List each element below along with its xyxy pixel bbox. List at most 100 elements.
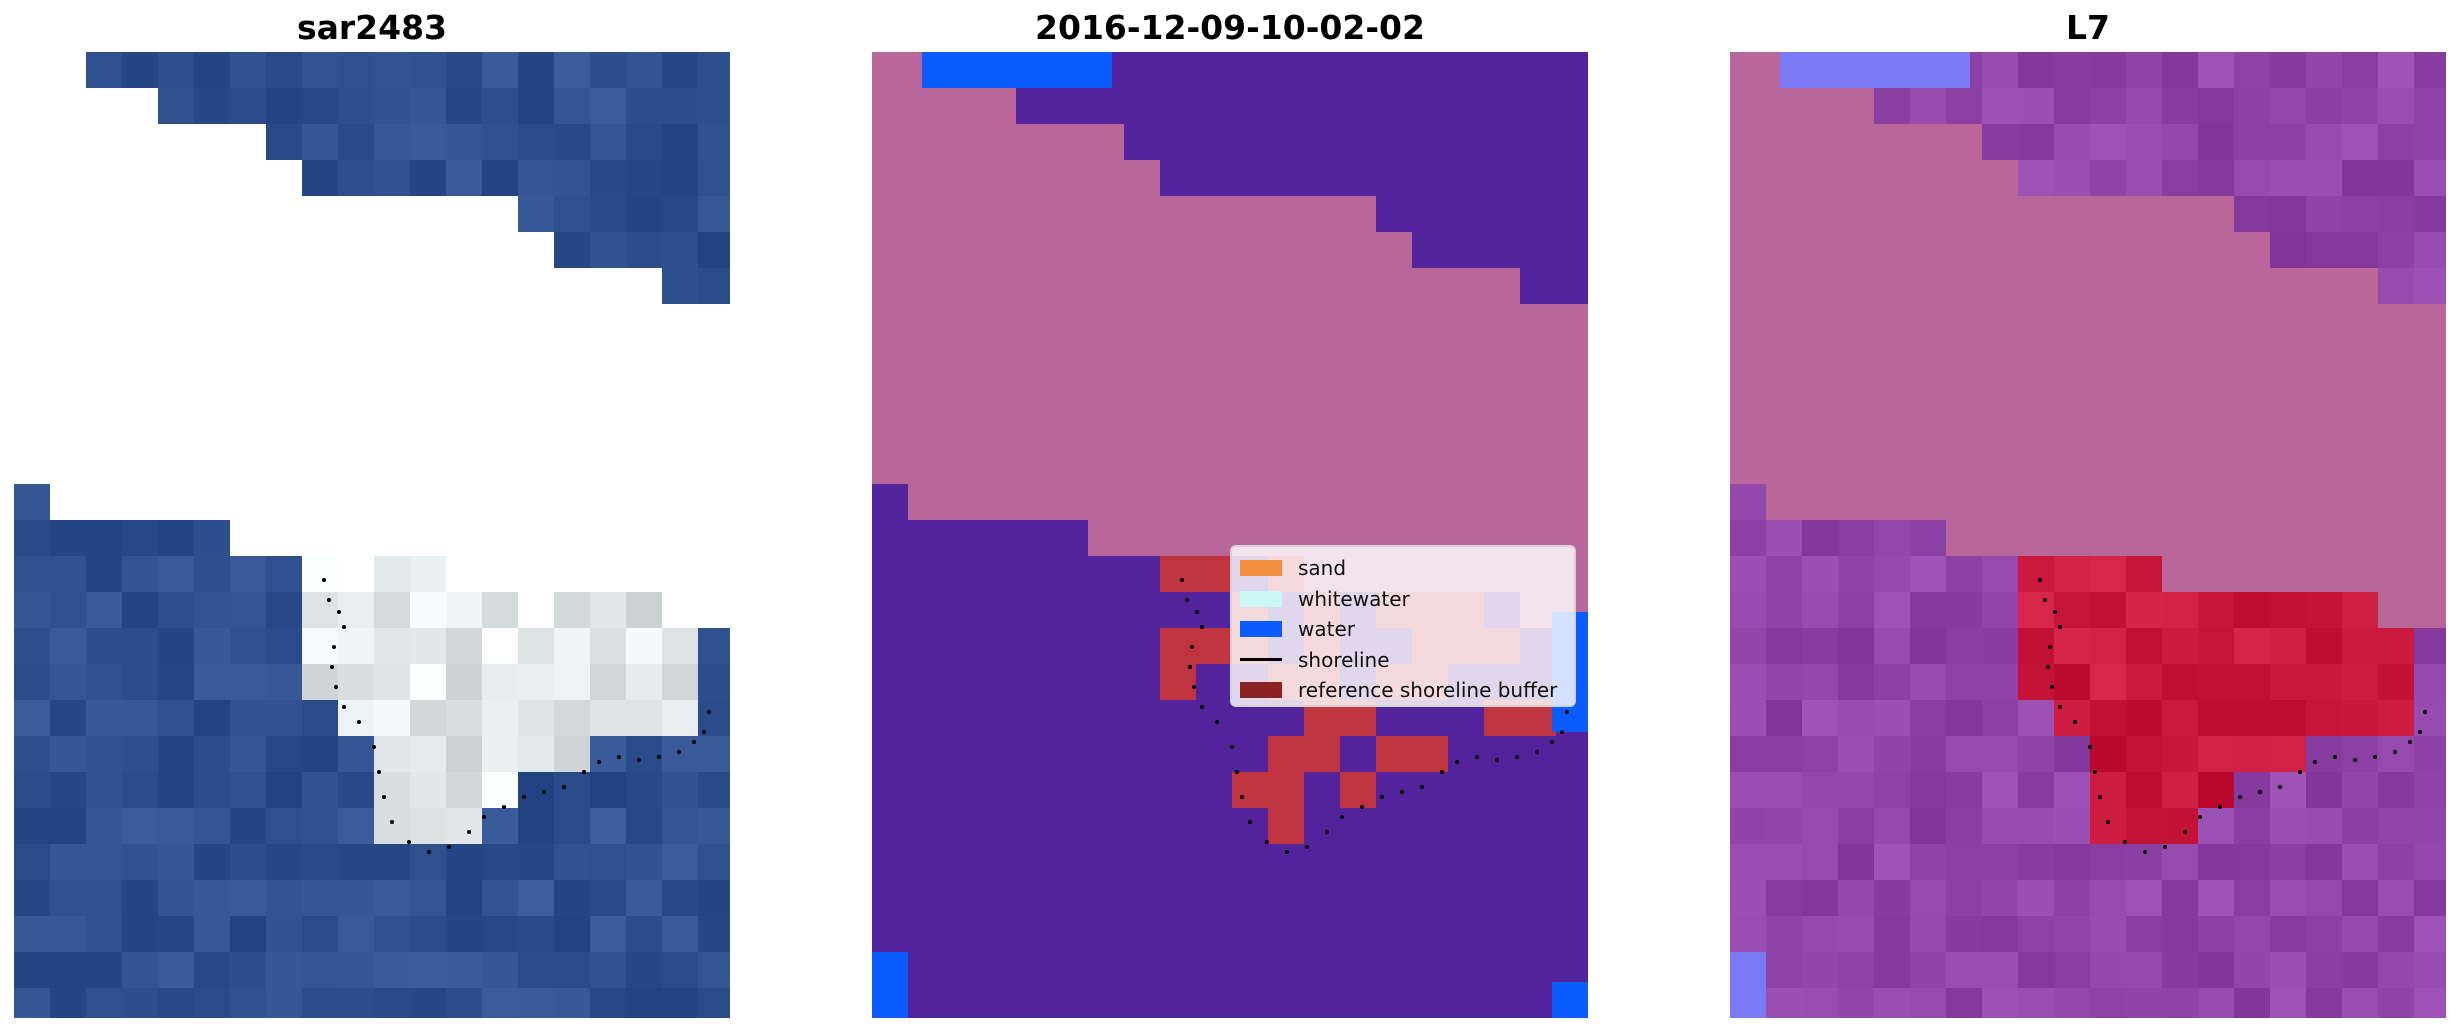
shoreline-point bbox=[2050, 685, 2054, 689]
index-low-pixel bbox=[1802, 520, 1838, 556]
cloud-mask-pixel bbox=[1052, 304, 1088, 340]
index-low-pixel bbox=[1766, 736, 1802, 772]
water-class-pixel bbox=[1088, 880, 1124, 916]
index-low-pixel bbox=[1766, 808, 1802, 844]
cloud-mask-pixel bbox=[1520, 448, 1556, 484]
cloud-mask-pixel bbox=[2234, 232, 2270, 268]
ocean-pixel bbox=[14, 988, 50, 1018]
index-low-pixel bbox=[1982, 988, 2018, 1018]
masked-pixel bbox=[626, 412, 662, 448]
cloud-mask-pixel bbox=[2018, 448, 2054, 484]
cloud-mask-pixel bbox=[2414, 448, 2446, 484]
water-class-pixel bbox=[1124, 556, 1160, 592]
cloud-mask-pixel bbox=[1802, 484, 1838, 520]
masked-pixel bbox=[266, 376, 302, 412]
index-low-pixel bbox=[2162, 52, 2198, 88]
index-high-pixel bbox=[2378, 700, 2414, 736]
index-low-pixel bbox=[2414, 772, 2446, 808]
cloud-mask-pixel bbox=[2234, 412, 2270, 448]
shoreline-point bbox=[2098, 795, 2102, 799]
ocean-pixel bbox=[122, 988, 158, 1018]
water-class-pixel bbox=[1016, 628, 1052, 664]
cloud-mask-pixel bbox=[2054, 196, 2090, 232]
cloud-mask-pixel bbox=[1304, 232, 1340, 268]
cloud-mask-pixel bbox=[1838, 124, 1874, 160]
index-low-pixel bbox=[2162, 88, 2198, 124]
water-class-pixel bbox=[1556, 160, 1588, 196]
index-low-pixel bbox=[2126, 880, 2162, 916]
cloud-mask-pixel bbox=[2090, 232, 2126, 268]
water-class-pixel bbox=[1340, 736, 1376, 772]
water-class-pixel bbox=[1484, 160, 1520, 196]
index-low-pixel bbox=[1982, 124, 2018, 160]
masked-pixel bbox=[194, 448, 230, 484]
index-low-pixel bbox=[1838, 844, 1874, 880]
ocean-pixel bbox=[230, 628, 266, 664]
ocean-pixel bbox=[554, 844, 590, 880]
cloud-mask-pixel bbox=[1232, 376, 1268, 412]
whitewater-pixel bbox=[590, 592, 626, 628]
water-class-pixel bbox=[944, 988, 980, 1018]
water-class-pixel bbox=[1520, 988, 1556, 1018]
water-class-pixel bbox=[1412, 772, 1448, 808]
ocean-pixel bbox=[338, 916, 374, 952]
masked-pixel bbox=[518, 268, 554, 304]
whitewater-pixel bbox=[374, 736, 410, 772]
index-low-pixel bbox=[2378, 880, 2414, 916]
cloud-mask-pixel bbox=[1874, 376, 1910, 412]
water-class-pixel bbox=[1052, 916, 1088, 952]
cloud-mask-pixel bbox=[2306, 376, 2342, 412]
cloud-mask-pixel bbox=[2126, 412, 2162, 448]
ocean-pixel bbox=[50, 988, 86, 1018]
ocean-pixel bbox=[698, 844, 730, 880]
cloud-mask-pixel bbox=[1304, 448, 1340, 484]
masked-pixel bbox=[302, 448, 338, 484]
shoreline-point bbox=[1235, 770, 1239, 774]
water-class-pixel bbox=[1016, 700, 1052, 736]
water-class-pixel bbox=[1124, 124, 1160, 160]
index-low-pixel bbox=[2270, 124, 2306, 160]
index-low-pixel bbox=[2270, 88, 2306, 124]
water-class-pixel bbox=[1160, 88, 1196, 124]
masked-pixel bbox=[158, 340, 194, 376]
index-high-pixel bbox=[2270, 700, 2306, 736]
water-class-pixel bbox=[1448, 916, 1484, 952]
cloud-mask-pixel bbox=[1052, 484, 1088, 520]
water-class-pixel bbox=[1232, 952, 1268, 988]
water-class-pixel bbox=[1304, 160, 1340, 196]
cloud-mask-pixel bbox=[1766, 376, 1802, 412]
index-low-pixel bbox=[2198, 880, 2234, 916]
index-low-pixel bbox=[1910, 88, 1946, 124]
cloud-mask-pixel bbox=[1340, 484, 1376, 520]
cloud-mask-pixel bbox=[1946, 232, 1982, 268]
water-class-pixel bbox=[1160, 880, 1196, 916]
masked-pixel bbox=[194, 160, 230, 196]
cloud-mask-pixel bbox=[1088, 232, 1124, 268]
water-class-pixel bbox=[922, 52, 1112, 88]
ocean-pixel bbox=[266, 700, 302, 736]
cloud-mask-pixel bbox=[1268, 304, 1304, 340]
ocean-pixel bbox=[662, 916, 698, 952]
shoreline-point bbox=[1190, 645, 1194, 649]
water-class-pixel bbox=[1412, 124, 1448, 160]
index-high-pixel bbox=[2018, 628, 2054, 664]
legend-label: water bbox=[1298, 617, 1355, 642]
cloud-mask-pixel bbox=[2126, 520, 2162, 556]
cloud-mask-pixel bbox=[2342, 268, 2378, 304]
water-class-pixel bbox=[1376, 196, 1412, 232]
water-class-pixel bbox=[1088, 736, 1124, 772]
index-low-pixel bbox=[2342, 124, 2378, 160]
water-class-pixel bbox=[1556, 880, 1588, 916]
ocean-pixel bbox=[194, 988, 230, 1018]
index-low-pixel bbox=[2198, 808, 2234, 844]
shoreline-point bbox=[702, 730, 706, 734]
index-low-pixel bbox=[2234, 88, 2270, 124]
index-low-pixel bbox=[2306, 736, 2342, 772]
cloud-mask-pixel bbox=[908, 484, 944, 520]
index-low-pixel bbox=[1802, 880, 1838, 916]
index-low-pixel bbox=[2234, 160, 2270, 196]
masked-pixel bbox=[122, 196, 158, 232]
ocean-pixel bbox=[194, 700, 230, 736]
masked-pixel bbox=[590, 412, 626, 448]
index-low-pixel bbox=[2234, 808, 2270, 844]
